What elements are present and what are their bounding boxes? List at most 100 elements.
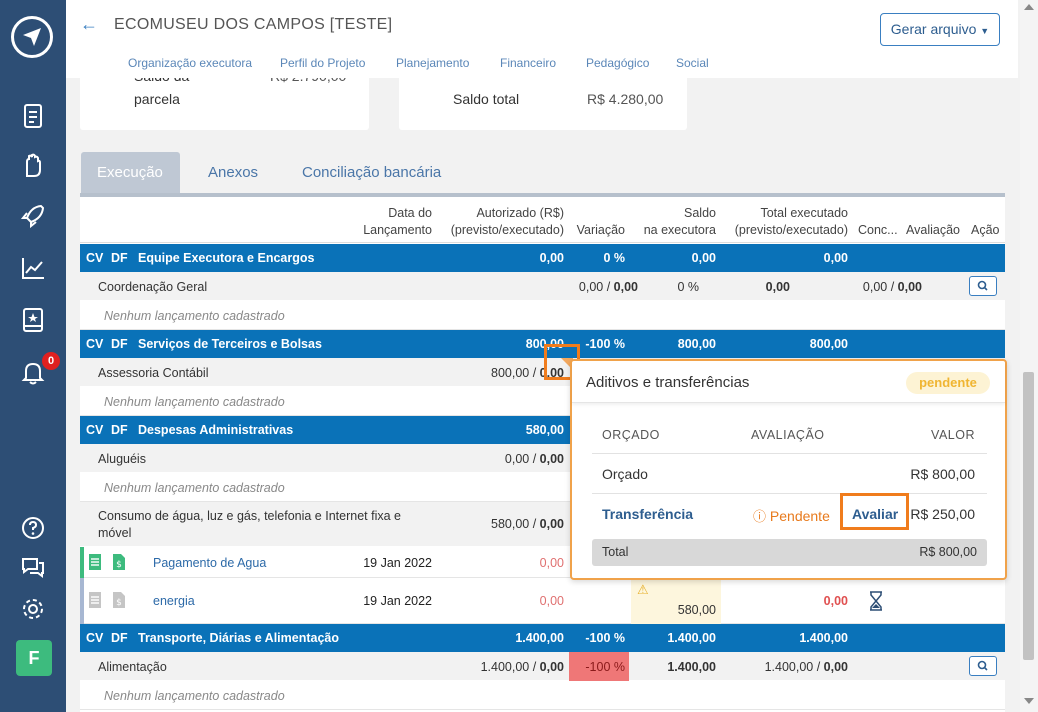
empty-row: Nenhum lançamento cadastrado xyxy=(80,681,1005,710)
evaluate-button[interactable]: Avaliar xyxy=(852,506,899,522)
search-icon xyxy=(977,280,988,291)
empty-text: Nenhum lançamento cadastrado xyxy=(104,689,285,703)
receipt-icon[interactable] xyxy=(88,553,102,574)
divider xyxy=(592,493,987,494)
app-logo[interactable] xyxy=(11,16,53,58)
generate-file-button[interactable]: Gerar arquivo ▼ xyxy=(880,13,1000,46)
col-action: Ação xyxy=(971,223,1000,237)
col-total-l1: Total executado xyxy=(760,206,848,220)
row-auth-exec: 0,00 xyxy=(539,452,564,466)
cv-label: CV xyxy=(86,631,104,645)
col-authorized-l2: (previsto/executado) xyxy=(450,223,564,237)
tab-execucao[interactable]: Execução xyxy=(81,152,180,193)
row-balance: 0,00 xyxy=(765,280,790,294)
group-balance: 800,00 xyxy=(677,337,716,351)
sidebar: 0 F xyxy=(0,0,66,712)
df-label: DF xyxy=(111,251,128,265)
row-auth-exec: 0,00 xyxy=(539,517,564,531)
row-total-exec: 0,00 xyxy=(823,660,848,674)
bell-icon[interactable] xyxy=(19,358,47,386)
nav-perfil[interactable]: Perfil do Projeto xyxy=(280,56,366,70)
search-button[interactable] xyxy=(969,276,997,296)
gear-icon[interactable] xyxy=(19,595,47,623)
group-name: Despesas Administrativas xyxy=(138,423,294,437)
df-label: DF xyxy=(111,423,128,437)
warning-icon: ⚠ xyxy=(637,582,649,597)
col-date-l2: Lançamento xyxy=(363,223,432,237)
transfer-link[interactable]: Transferência xyxy=(602,506,694,522)
chart-line-icon[interactable] xyxy=(19,254,47,282)
paper-plane-icon xyxy=(23,28,41,46)
row-total: 0,00 / 0,00 xyxy=(863,280,922,294)
df-label: DF xyxy=(111,631,128,645)
scroll-down-icon[interactable] xyxy=(1024,698,1034,704)
group-variation: 0 % xyxy=(603,251,625,265)
back-arrow-icon[interactable]: ← xyxy=(80,14,98,34)
tabs-underline xyxy=(80,193,1005,197)
row-total-prev: 1.400,00 / xyxy=(764,660,824,674)
search-button[interactable] xyxy=(969,656,997,676)
search-icon xyxy=(977,660,988,671)
alert-circle-icon: ⓘ xyxy=(753,509,767,524)
hand-heart-icon[interactable] xyxy=(19,152,47,180)
generate-file-label: Gerar arquivo xyxy=(890,21,977,37)
col-value: VALOR xyxy=(931,428,975,442)
row-total: 1.400,00 / 0,00 xyxy=(765,660,848,674)
row-total-prev: 0,00 / xyxy=(862,280,898,294)
notification-badge: 0 xyxy=(42,352,60,370)
empty-row: Nenhum lançamento cadastrado xyxy=(80,301,1005,330)
row-authorized: 1.400,00 / 0,00 xyxy=(481,660,564,674)
tab-anexos[interactable]: Anexos xyxy=(208,164,259,181)
nav-social[interactable]: Social xyxy=(676,56,709,70)
entry-status-bar xyxy=(80,578,84,624)
nav-pedagogico[interactable]: Pedagógico xyxy=(586,56,650,70)
col-balance-l1: Saldo xyxy=(684,206,716,220)
col-evaluation: AVALIAÇÃO xyxy=(751,428,825,442)
group-name: Serviços de Terceiros e Bolsas xyxy=(138,337,322,351)
group-total: 1.400,00 xyxy=(799,631,848,645)
popup-header: Aditivos e transferências pendente xyxy=(572,361,1005,403)
group-authorized: 580,00 xyxy=(525,423,564,437)
money-document-icon[interactable]: $ xyxy=(112,553,126,574)
col-authorized-l1: Autorizado (R$) xyxy=(476,206,564,220)
total-balance-label: Saldo total xyxy=(453,91,520,107)
entry-name[interactable]: Pagamento de Agua xyxy=(153,556,267,570)
empty-text: Nenhum lançamento cadastrado xyxy=(104,395,285,409)
rocket-icon[interactable] xyxy=(19,202,47,230)
row-auth-exec: 0,00 xyxy=(613,280,638,294)
group-variation: -100 % xyxy=(585,631,625,645)
row-name-l2: móvel xyxy=(98,526,132,540)
tab-conciliacao[interactable]: Conciliação bancária xyxy=(302,164,442,181)
table-header: Data do Lançamento Autorizado (R$) (prev… xyxy=(80,197,1005,243)
help-icon[interactable] xyxy=(19,514,47,542)
group-authorized: 0,00 xyxy=(539,251,564,265)
money-document-icon[interactable]: $ xyxy=(112,591,126,612)
cv-label: CV xyxy=(86,423,104,437)
page-scrollbar[interactable] xyxy=(1020,0,1038,712)
row-auth-prev: 0,00 / xyxy=(504,452,540,466)
status-badge: pendente xyxy=(906,372,990,394)
chat-icon[interactable] xyxy=(19,553,47,581)
svg-text:$: $ xyxy=(116,598,122,608)
nav-planejamento[interactable]: Planejamento xyxy=(396,56,470,70)
document-icon[interactable] xyxy=(19,102,47,130)
page-header: ← ECOMUSEU DOS CAMPOS [TESTE] Gerar arqu… xyxy=(66,0,1018,78)
entry-total: 0,00 xyxy=(823,594,848,608)
scroll-thumb[interactable] xyxy=(1023,372,1034,660)
col-conciliation: Conc... xyxy=(858,223,898,237)
group-variation: -100 % xyxy=(585,337,625,351)
page-title: ECOMUSEU DOS CAMPOS [TESTE] xyxy=(114,16,393,33)
main-content: Saldo da parcela R$ 2.790,00 Saldo total… xyxy=(66,0,1018,712)
user-avatar[interactable]: F xyxy=(16,640,52,676)
nav-organizacao[interactable]: Organização executora xyxy=(128,56,253,70)
receipt-icon[interactable] xyxy=(88,591,102,612)
entry-name[interactable]: energia xyxy=(153,594,195,608)
popup-total-row: Total R$ 800,00 xyxy=(592,539,987,566)
book-star-icon[interactable] xyxy=(19,306,47,334)
row-name: Assessoria Contábil xyxy=(98,366,209,380)
table-row: Coordenação Geral 0,00 / 0,00 0 % 0,00 0… xyxy=(80,272,1005,301)
nav-financeiro[interactable]: Financeiro xyxy=(500,56,557,70)
svg-text:$: $ xyxy=(116,560,122,570)
scroll-up-icon[interactable] xyxy=(1024,4,1034,10)
total-value: R$ 800,00 xyxy=(919,545,977,559)
